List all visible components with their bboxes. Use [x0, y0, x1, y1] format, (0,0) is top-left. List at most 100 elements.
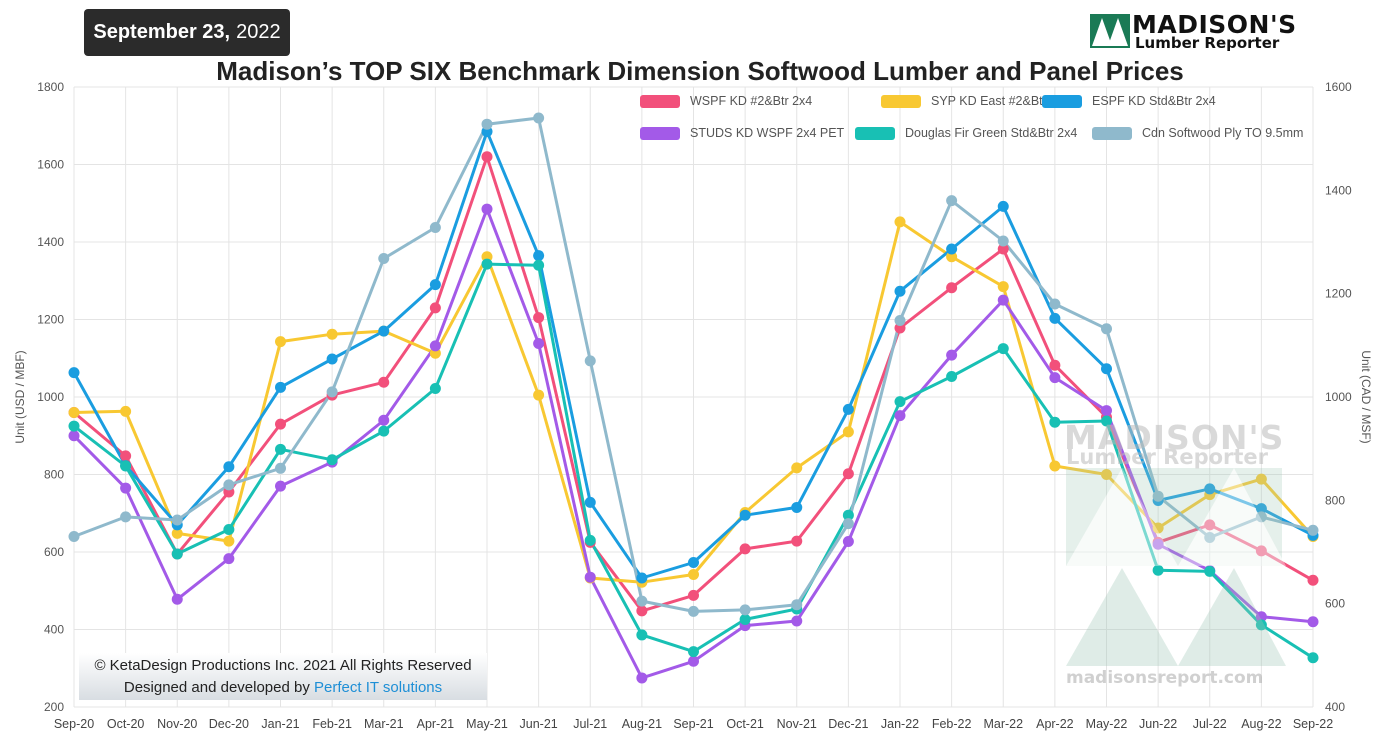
data-point: [739, 543, 751, 555]
data-point: [1152, 522, 1164, 534]
data-point: [946, 370, 958, 382]
copyright-text: © KetaDesign Productions Inc. 2021 All R…: [94, 657, 472, 674]
legend-item[interactable]: SYP KD East #2&Btr 2x4: [881, 94, 1070, 108]
y-tick-label: 200: [44, 700, 64, 714]
data-point: [842, 536, 854, 548]
data-point: [688, 605, 699, 617]
copyright-box: © KetaDesign Productions Inc. 2021 All R…: [79, 653, 487, 700]
data-point: [429, 302, 441, 314]
legend-swatch: [881, 94, 921, 108]
y2-tick-label: 1000: [1325, 390, 1352, 404]
y-tick-label: 1400: [37, 235, 64, 249]
x-tick-label: Feb-22: [932, 717, 972, 731]
data-point: [1049, 460, 1061, 472]
data-point: [326, 454, 338, 466]
data-point: [946, 195, 958, 207]
data-point: [223, 524, 235, 536]
y-tick-label: 1200: [37, 313, 64, 327]
designer-link[interactable]: Perfect IT solutions: [314, 679, 443, 696]
data-point: [533, 312, 545, 324]
legend-item[interactable]: ESPF KD Std&Btr 2x4: [1042, 94, 1216, 108]
x-tick-label: Dec-20: [209, 717, 249, 731]
designed-by-line: Designed and developed by Perfect IT sol…: [79, 677, 487, 699]
y-tick-label: 800: [44, 468, 64, 482]
data-point: [171, 548, 183, 560]
data-point: [68, 420, 80, 432]
data-point: [120, 511, 132, 523]
data-point: [533, 112, 545, 124]
data-point: [1049, 372, 1061, 384]
data-point: [842, 426, 854, 438]
y2-tick-label: 1400: [1325, 183, 1352, 197]
legend-item[interactable]: WSPF KD #2&Btr 2x4: [640, 94, 812, 108]
data-point: [1049, 359, 1061, 371]
legend-swatch: [855, 126, 895, 140]
legend-swatch: [1042, 94, 1082, 108]
data-point: [584, 534, 596, 546]
data-point: [894, 410, 906, 422]
legend-item[interactable]: Douglas Fir Green Std&Btr 2x4: [855, 126, 1077, 140]
y-axis-right-label: Unit (CAD / MSF): [1359, 350, 1373, 443]
x-tick-label: Aug-21: [622, 717, 662, 731]
x-tick-label: Aug-22: [1241, 717, 1281, 731]
y2-tick-label: 1200: [1325, 287, 1352, 301]
y-tick-label: 1000: [37, 390, 64, 404]
data-point: [739, 509, 751, 521]
data-point: [223, 553, 235, 565]
data-point: [997, 243, 1009, 255]
data-point: [946, 251, 958, 263]
data-point: [481, 151, 493, 163]
data-point: [481, 118, 493, 130]
data-point: [842, 509, 854, 521]
data-point: [688, 646, 699, 658]
data-point: [1101, 469, 1112, 480]
x-tick-label: Mar-21: [364, 717, 404, 731]
y-axis-left-label: Unit (USD / MBF): [13, 350, 27, 443]
legend-item[interactable]: STUDS KD WSPF 2x4 PET: [640, 126, 844, 140]
madisons-logo: MADISON'S Lumber Reporter: [1090, 10, 1310, 52]
legend-item[interactable]: Cdn Softwood Ply TO 9.5mm: [1092, 126, 1303, 140]
data-point: [1307, 574, 1319, 586]
data-point: [584, 571, 596, 583]
data-point: [1204, 532, 1216, 544]
data-point: [120, 482, 132, 494]
data-point: [68, 430, 80, 442]
grid-lines: [73, 86, 1314, 708]
watermark-subtitle: Lumber Reporter: [1066, 445, 1269, 469]
data-point: [429, 222, 441, 234]
designed-by-text: Designed and developed by: [123, 679, 310, 696]
data-point: [275, 381, 286, 393]
data-point: [1049, 298, 1061, 310]
data-point: [688, 568, 699, 580]
x-tick-label: Apr-22: [1036, 717, 1074, 731]
x-tick-label: May-22: [1086, 717, 1128, 731]
data-point: [1152, 564, 1164, 576]
data-point: [842, 518, 854, 530]
data-point: [1255, 511, 1267, 523]
data-point: [1255, 473, 1267, 485]
data-point: [1204, 565, 1216, 577]
y2-tick-label: 800: [1325, 493, 1345, 507]
x-tick-label: Sep-22: [1293, 717, 1333, 731]
x-tick-label: Dec-21: [828, 717, 868, 731]
data-point: [481, 258, 493, 270]
data-point: [1307, 524, 1319, 536]
data-point: [429, 279, 441, 291]
data-point: [791, 535, 803, 547]
y-tick-label: 600: [44, 545, 64, 559]
data-point: [636, 595, 648, 607]
data-point: [275, 418, 286, 430]
data-point: [739, 613, 751, 625]
y-axis-left-ticks: 200 400 600 800 1000 1200 1400 1600 1800: [37, 80, 64, 714]
legend-swatch: [640, 94, 680, 108]
data-point: [275, 336, 286, 348]
x-tick-label: Sep-20: [54, 717, 94, 731]
x-tick-label: Jun-21: [520, 717, 558, 731]
data-point: [378, 253, 390, 265]
data-point: [1255, 503, 1267, 515]
data-point: [481, 203, 493, 215]
data-point: [378, 376, 390, 388]
series-points: [68, 112, 1319, 684]
y-tick-label: 400: [44, 623, 64, 637]
